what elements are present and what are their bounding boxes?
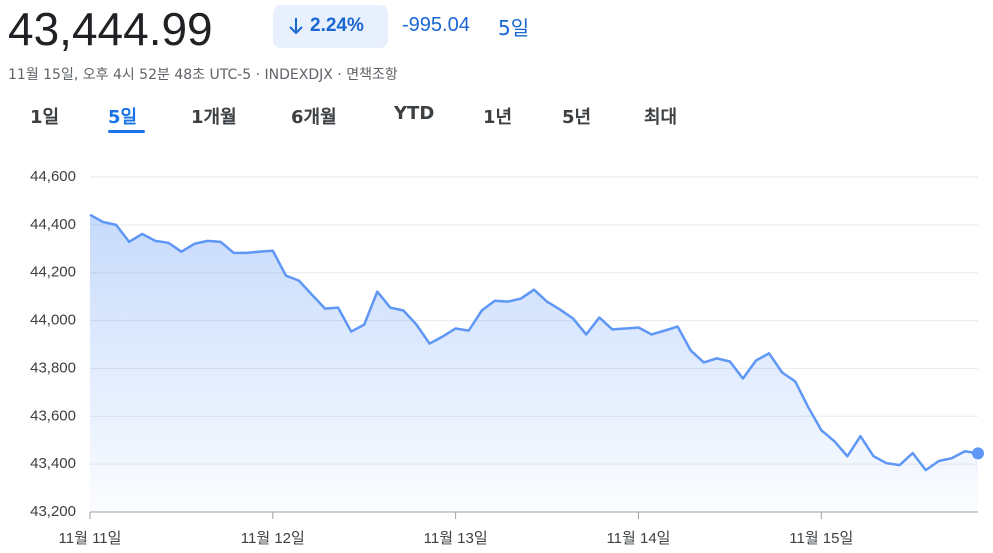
tab[interactable]: 최대	[644, 107, 678, 128]
y-tick-label: 44,400	[30, 216, 76, 233]
tab-underline	[108, 130, 145, 133]
y-tick-label: 43,600	[30, 407, 76, 424]
x-tick-label: 11월 12일	[241, 530, 305, 547]
tab[interactable]: 1년	[483, 107, 513, 128]
price: 43,444.99	[8, 3, 213, 55]
y-tick-label: 43,800	[30, 359, 76, 376]
last-point	[972, 447, 984, 460]
x-tick-label: 11월 11일	[59, 530, 122, 547]
tab[interactable]: 5일	[108, 107, 138, 128]
change: -995.04	[402, 14, 470, 36]
change-badge	[273, 5, 388, 48]
tab[interactable]: 5년	[562, 107, 592, 128]
y-tick-label: 44,600	[30, 168, 76, 185]
x-tick-label: 11월 14일	[606, 530, 670, 547]
y-tick-label: 44,000	[30, 312, 76, 329]
chart: 43,200 43,400 43,600 43,800 44,000 44,200 44,4…	[30, 168, 984, 547]
area	[90, 214, 978, 513]
y-tick-label: 43,400	[30, 455, 76, 472]
y-tick-label: 43,200	[30, 503, 76, 520]
subtitle: 11월 15일, 오후 4시 52분 48초 UTC-5 · INDEXDJX …	[8, 67, 398, 83]
tab[interactable]: YTD	[394, 103, 435, 124]
change-percent: 2.24%	[310, 15, 364, 36]
line	[89, 213, 979, 472]
tab[interactable]: 1일	[30, 107, 60, 128]
y-tick-label: 44,200	[30, 264, 76, 281]
x-tick-label: 11월 13일	[424, 530, 488, 547]
x-tick-label: 11월 15일	[789, 530, 853, 547]
tab[interactable]: 6개월	[291, 107, 337, 128]
tab[interactable]: 1개월	[191, 107, 237, 128]
period: 5일	[498, 16, 530, 40]
down-arrow-icon	[289, 18, 303, 35]
